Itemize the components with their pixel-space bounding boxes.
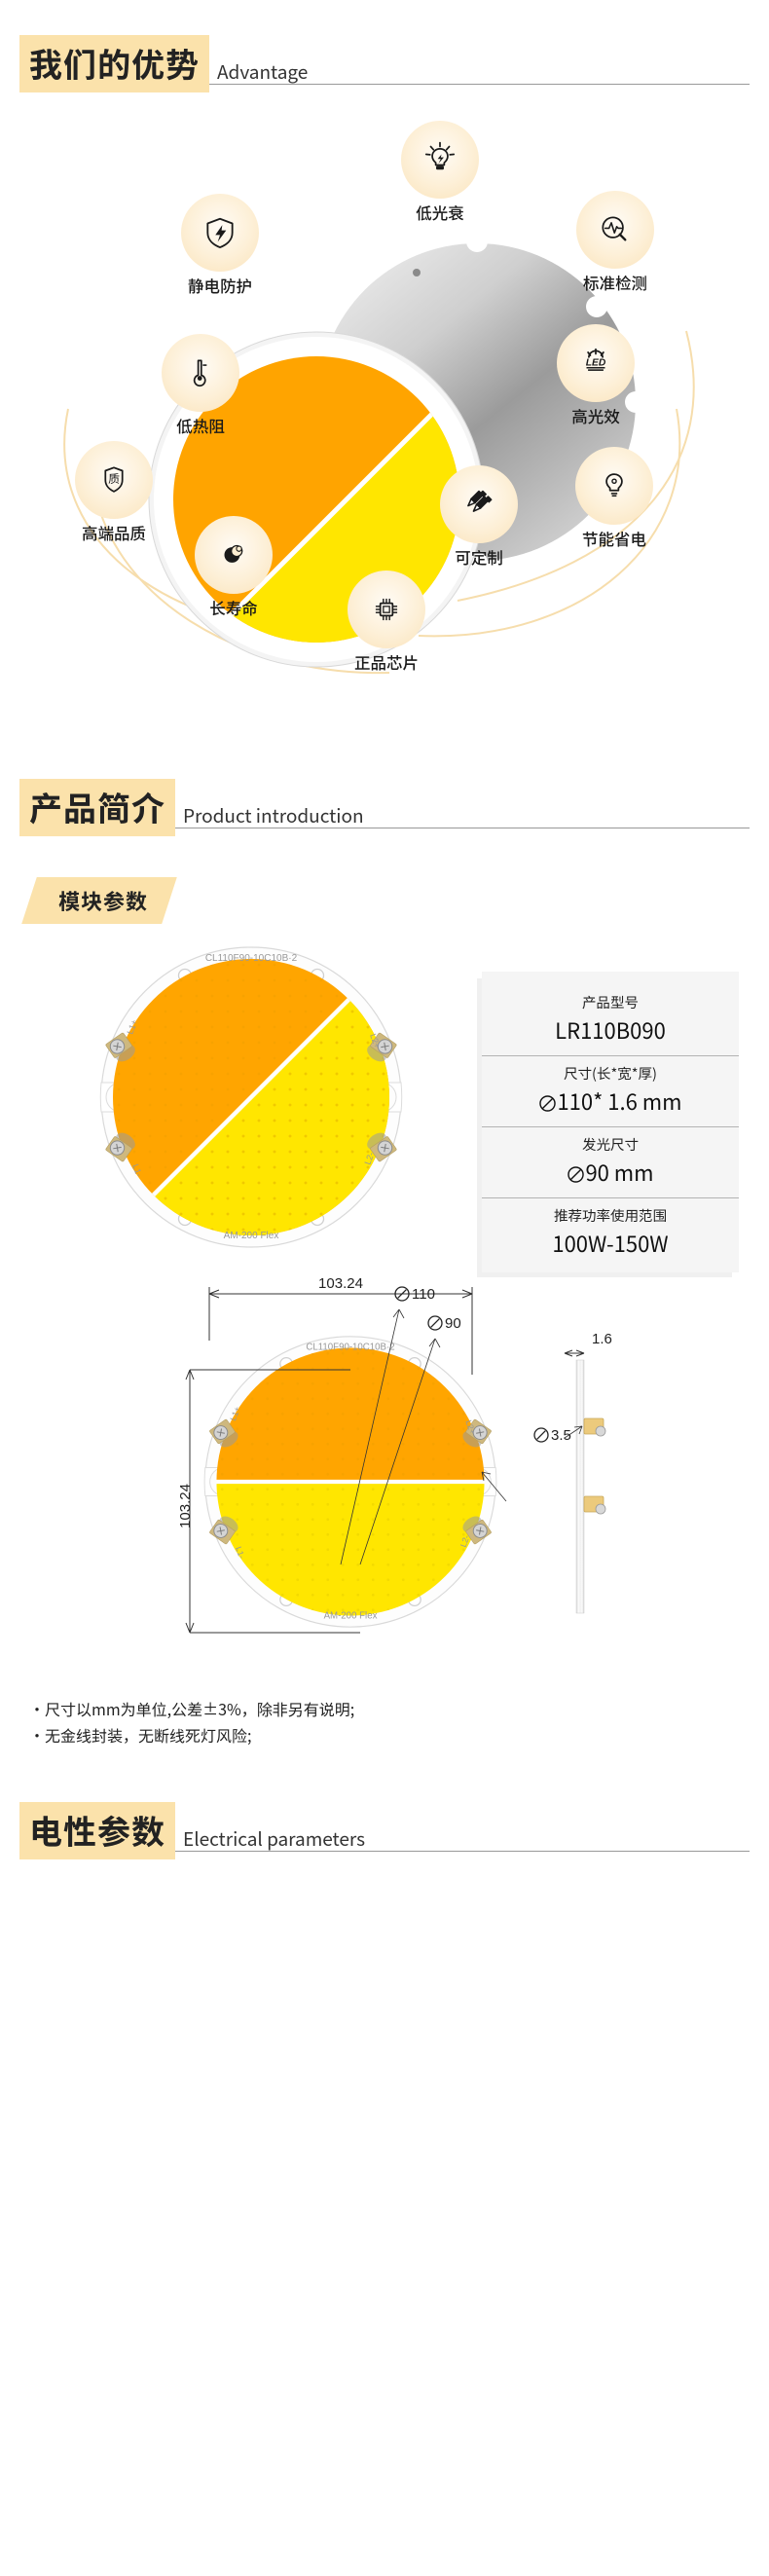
svg-text:1.6: 1.6: [592, 1331, 612, 1347]
svg-text:110: 110: [412, 1286, 435, 1303]
svg-text:90: 90: [445, 1315, 461, 1332]
svg-text:LED: LED: [586, 357, 606, 368]
svg-text:质: 质: [108, 470, 120, 487]
svg-text:103.24: 103.24: [180, 1484, 194, 1528]
svg-text:103.24: 103.24: [318, 1275, 363, 1292]
